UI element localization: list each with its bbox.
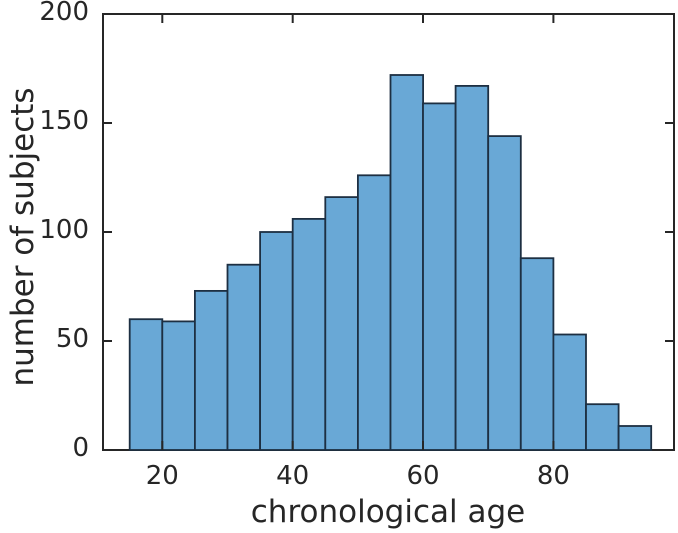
x-axis-label: chronological age [250,494,526,530]
histogram-bar [487,135,522,451]
histogram-bar [128,318,164,451]
y-tick-label: 200 [39,0,89,27]
histogram-bar [291,217,327,451]
histogram-bar [161,320,196,451]
y-tick-label: 0 [72,433,89,463]
histogram-bar [585,403,620,451]
histogram-bar [259,231,294,451]
x-tick-label: 20 [146,461,179,491]
y-tick-label: 50 [56,324,89,354]
histogram-bar [454,85,490,451]
histogram-bar [519,257,555,451]
histogram-bar [422,102,457,451]
y-tick-label: 100 [39,215,89,245]
histogram-bar [389,74,424,451]
histogram-bar [226,263,261,451]
histogram-bar [324,196,359,451]
x-tick-label: 40 [276,461,309,491]
y-tick-label: 150 [39,106,89,136]
histogram-bar [356,174,392,451]
x-tick-label: 80 [537,461,570,491]
histogram-bar [552,333,587,451]
x-tick-label: 60 [406,461,439,491]
y-axis-label: number of subjects [5,87,41,387]
histogram-bar [193,289,229,451]
histogram-bar [617,425,653,451]
